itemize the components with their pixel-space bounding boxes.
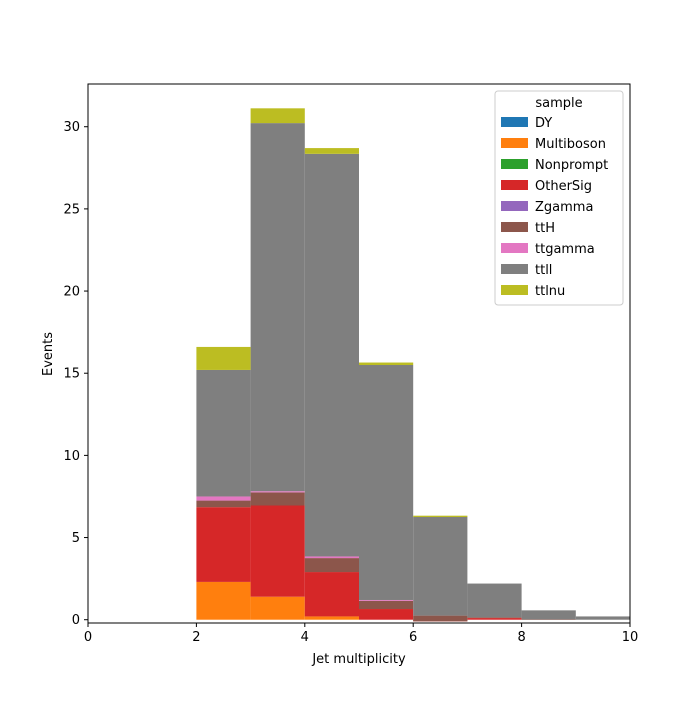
bar-ttll	[467, 583, 522, 618]
legend-label: ttlnu	[535, 284, 565, 299]
bar-multiboson	[196, 581, 251, 620]
legend-swatch	[501, 264, 528, 274]
x-tick-label: 8	[517, 630, 525, 645]
legend-label: ttgamma	[535, 242, 595, 257]
legend-label: OtherSig	[535, 179, 592, 194]
legend-item: Zgamma	[501, 200, 593, 215]
bar-tth	[467, 617, 522, 619]
bar-ttll	[304, 153, 359, 557]
legend-swatch	[501, 180, 528, 190]
bar-ttll	[250, 123, 305, 492]
legend-swatch	[501, 243, 528, 253]
bar-ttgamma	[304, 556, 359, 559]
bar-ttll	[413, 517, 468, 616]
plot-frame	[87, 83, 631, 624]
legend-swatch	[501, 285, 528, 295]
y-tick-label: 10	[63, 449, 80, 464]
y-axis-label: Events	[41, 332, 56, 376]
bar-ttll	[521, 610, 576, 620]
y-tick-label: 20	[63, 285, 80, 300]
bar-othersig	[467, 618, 522, 620]
legend-swatch	[501, 159, 528, 169]
legend-label: Zgamma	[535, 200, 593, 215]
legend-item: Multiboson	[501, 137, 606, 152]
bar-ttgamma	[250, 491, 305, 493]
bar-tth	[196, 500, 251, 508]
x-tick-label: 2	[192, 630, 200, 645]
bar-ttlnu	[196, 346, 251, 370]
bar-ttll	[359, 365, 414, 600]
y-axis: 0 5 10 15 20 25 30	[63, 120, 88, 628]
y-tick-label: 5	[72, 531, 80, 546]
y-tick-label: 15	[63, 367, 80, 382]
x-tick-label: 0	[84, 630, 92, 645]
bar-multiboson	[250, 596, 305, 620]
legend-label: ttH	[535, 221, 555, 236]
legend-item: DY	[501, 116, 552, 131]
bar-othersig	[250, 505, 305, 597]
bar-ttlnu	[359, 362, 414, 366]
x-axis-label: Jet multiplicity	[311, 652, 406, 667]
legend-swatch	[501, 117, 528, 127]
bar-tth	[359, 600, 414, 610]
legend-item: OtherSig	[501, 179, 592, 194]
bar-multiboson	[304, 616, 359, 620]
y-tick-label: 25	[63, 202, 80, 217]
legend-item: ttgamma	[501, 242, 595, 257]
series-ttgamma	[196, 491, 414, 601]
legend-swatch	[501, 138, 528, 148]
y-tick-label: 30	[63, 120, 80, 135]
bar-ttlnu	[304, 148, 359, 154]
legend-label: DY	[535, 116, 552, 131]
bar-othersig	[196, 507, 251, 582]
x-tick-label: 10	[622, 630, 639, 645]
bar-ttll	[575, 616, 630, 620]
bar-ttlnu	[250, 108, 305, 124]
bar-ttll	[196, 369, 251, 497]
legend-item: ttH	[501, 221, 555, 236]
bars-layer	[196, 108, 630, 622]
x-axis: 0 2 4 6 8 10	[84, 623, 638, 645]
x-tick-label: 6	[409, 630, 417, 645]
bar-othersig	[304, 572, 359, 617]
legend-label: Nonprompt	[535, 158, 608, 173]
legend-label: ttll	[535, 263, 552, 278]
bar-othersig	[359, 609, 414, 620]
bar-ttgamma	[196, 496, 251, 501]
legend-title: sample	[535, 96, 582, 111]
legend-item: Nonprompt	[501, 158, 608, 173]
series-ttll	[196, 123, 630, 620]
series-othersig	[196, 505, 522, 622]
legend-swatch	[501, 201, 528, 211]
y-tick-label: 0	[72, 613, 80, 628]
bar-tth	[521, 619, 576, 620]
bar-tth	[413, 615, 468, 622]
bar-ttgamma	[359, 599, 414, 601]
bar-tth	[250, 492, 305, 506]
bar-ttlnu	[413, 515, 468, 518]
legend: sample DY Multiboson Nonprompt OtherSig Zgamm…	[494, 90, 624, 306]
legend-item: ttll	[501, 263, 552, 278]
series-multiboson	[196, 581, 359, 620]
x-tick-label: 4	[301, 630, 309, 645]
bar-tth	[304, 558, 359, 573]
series-tth	[196, 492, 576, 622]
legend-label: Multiboson	[535, 137, 606, 152]
legend-item: ttlnu	[501, 284, 565, 299]
series-ttlnu	[196, 108, 468, 518]
legend-swatch	[501, 222, 528, 232]
